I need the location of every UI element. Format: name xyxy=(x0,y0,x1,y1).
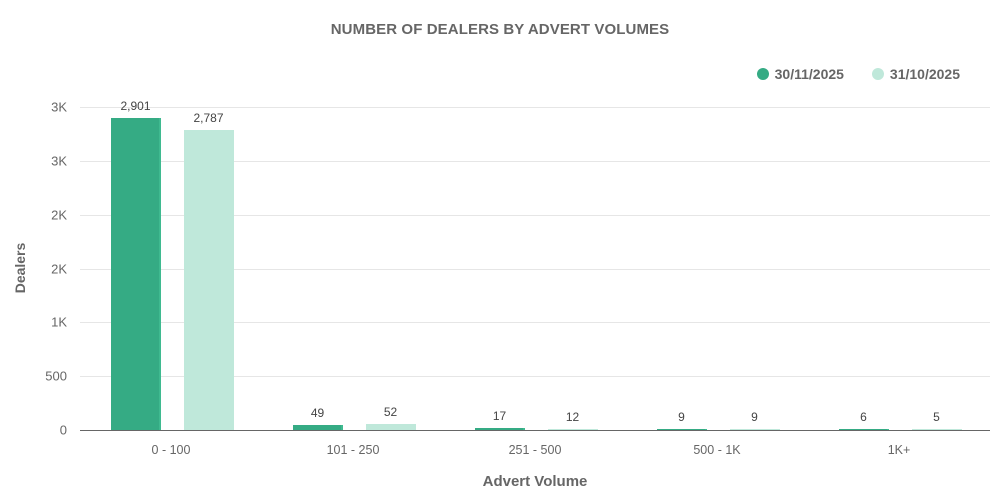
x-axis-line xyxy=(80,430,990,431)
x-tick-label: 101 - 250 xyxy=(326,443,380,457)
gridline xyxy=(80,322,990,323)
bar-series-1[interactable] xyxy=(911,428,962,430)
legend: 30/11/2025 31/10/2025 xyxy=(756,66,960,82)
x-tick-label: 0 - 100 xyxy=(151,443,191,457)
gridline xyxy=(80,215,990,216)
bar-series-0[interactable] xyxy=(292,424,343,430)
gridline xyxy=(80,269,990,270)
y-tick-label: 0 xyxy=(59,422,67,438)
bar-value-label: 2,787 xyxy=(193,110,224,125)
x-tick-label: 500 - 1K xyxy=(693,443,741,457)
gridline xyxy=(80,107,990,108)
y-tick-label: 1K xyxy=(51,314,67,330)
bar-series-1[interactable] xyxy=(729,428,780,430)
y-tick-label: 3K xyxy=(51,153,67,169)
gridline xyxy=(80,376,990,377)
bar-series-1[interactable] xyxy=(547,428,598,430)
bar-series-1[interactable] xyxy=(183,129,234,430)
bar-series-0[interactable] xyxy=(474,428,525,430)
bar-value-label: 9 xyxy=(751,409,758,424)
x-tick-label: 251 - 500 xyxy=(508,443,562,457)
bar-series-0[interactable] xyxy=(838,428,889,430)
bar-series-0[interactable] xyxy=(656,428,707,430)
bar-value-label: 5 xyxy=(933,409,940,424)
legend-dot-icon xyxy=(756,68,769,80)
legend-label: 31/10/2025 xyxy=(889,66,960,82)
y-tick-label: 3K xyxy=(51,99,67,115)
bar-value-label: 49 xyxy=(310,405,325,420)
bar-series-1[interactable] xyxy=(365,424,416,430)
legend-item-series-1[interactable]: 31/10/2025 xyxy=(871,66,960,82)
legend-label: 30/11/2025 xyxy=(774,66,844,82)
y-tick-label: 2K xyxy=(51,261,67,277)
chart-title: NUMBER OF DEALERS BY ADVERT VOLUMES xyxy=(330,21,670,38)
x-axis-title: Advert Volume xyxy=(482,473,588,490)
legend-dot-icon xyxy=(871,68,884,80)
y-tick-label: 500 xyxy=(45,368,67,384)
y-tick-label: 2K xyxy=(51,207,67,223)
bar-series-0[interactable] xyxy=(110,117,161,430)
gridline xyxy=(80,161,990,162)
bar-value-label: 9 xyxy=(678,409,685,424)
legend-item-series-0[interactable]: 30/11/2025 xyxy=(756,66,844,82)
bar-value-label: 52 xyxy=(383,405,398,420)
bar-value-label: 12 xyxy=(565,409,580,424)
bar-value-label: 6 xyxy=(860,409,867,424)
x-tick-label: 1K+ xyxy=(887,443,911,457)
bar-value-label: 17 xyxy=(492,409,507,424)
bar-value-label: 2,901 xyxy=(120,98,151,113)
